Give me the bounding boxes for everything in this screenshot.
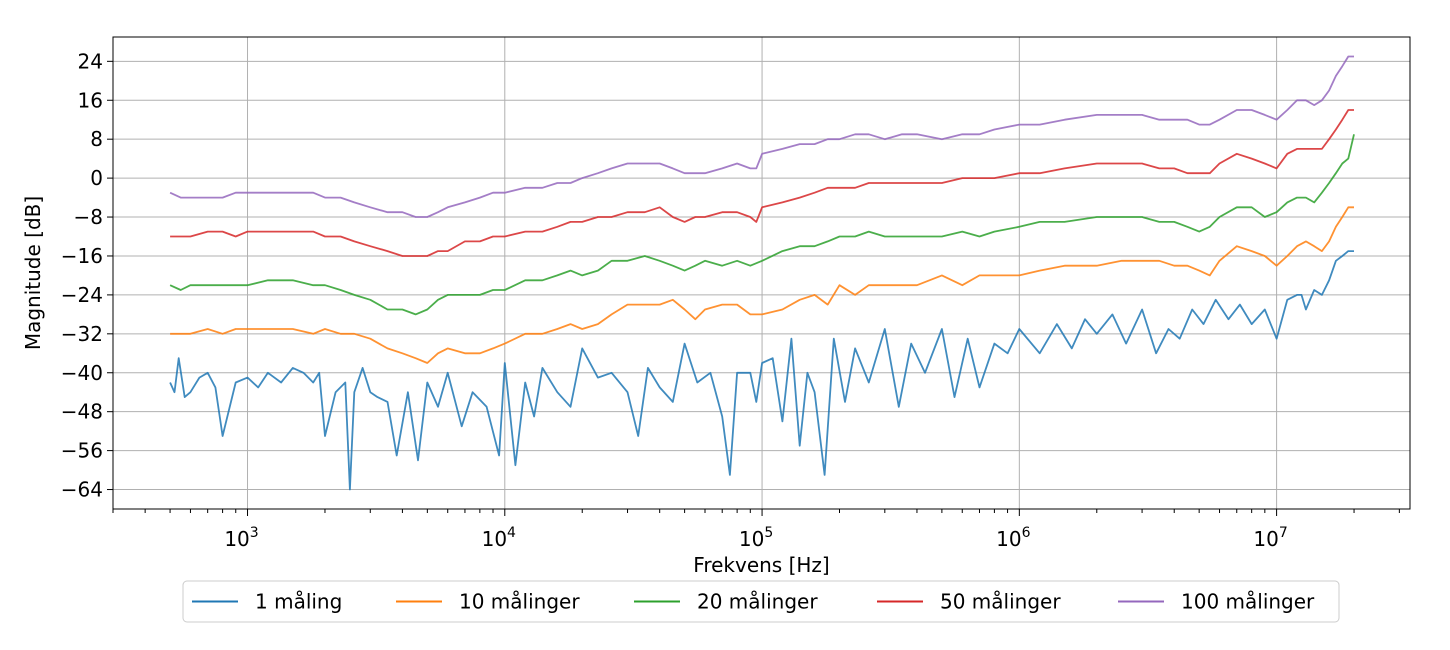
x-tick-label: 104 <box>482 525 516 551</box>
legend-box <box>182 580 1340 623</box>
y-tick-label: 8 <box>90 127 103 151</box>
y-tick-label: −64 <box>61 478 103 502</box>
y-tick-label: −40 <box>61 361 103 385</box>
legend-label: 100 målinger <box>1181 590 1315 614</box>
y-tick-label: 16 <box>78 88 103 112</box>
x-tick-label: 103 <box>224 525 258 551</box>
y-axis: 24 16 8 0 −8 −16 −24 −32 −40 −48 −56 −64 <box>61 49 113 502</box>
series-line-4 <box>170 109 1354 257</box>
y-axis-label: Magnitude [dB] <box>21 196 45 350</box>
y-tick-label: −16 <box>61 244 103 268</box>
legend-label: 50 målinger <box>940 590 1061 614</box>
legend-label: 1 måling <box>255 590 342 614</box>
series-line-1 <box>169 250 1354 491</box>
plot-frame <box>112 36 1411 510</box>
y-tick-label: 24 <box>78 49 103 73</box>
y-tick-label: 0 <box>90 166 103 190</box>
series-lines <box>169 55 1355 491</box>
y-tick-label: −56 <box>61 439 103 463</box>
x-axis-label: Frekvens [Hz] <box>693 553 829 577</box>
y-tick-label: −8 <box>74 205 103 229</box>
legend: 1 måling 10 målinger 20 målinger 50 målinge… <box>182 580 1340 623</box>
y-tick-label: −24 <box>61 283 103 307</box>
x-tick-label: 106 <box>996 525 1030 551</box>
series-line-3 <box>169 134 1355 316</box>
y-tick-label: −48 <box>61 400 103 424</box>
series-line-2 <box>170 206 1354 364</box>
y-tick-label: −32 <box>61 322 103 346</box>
legend-label: 10 målinger <box>459 590 580 614</box>
series-line-5 <box>169 55 1354 218</box>
x-tick-label: 107 <box>1253 525 1287 551</box>
legend-label: 20 målinger <box>697 590 818 614</box>
x-tick-label: 105 <box>739 525 773 551</box>
x-axis: 103 104 105 106 107 <box>112 509 1400 551</box>
grid <box>113 37 1410 509</box>
